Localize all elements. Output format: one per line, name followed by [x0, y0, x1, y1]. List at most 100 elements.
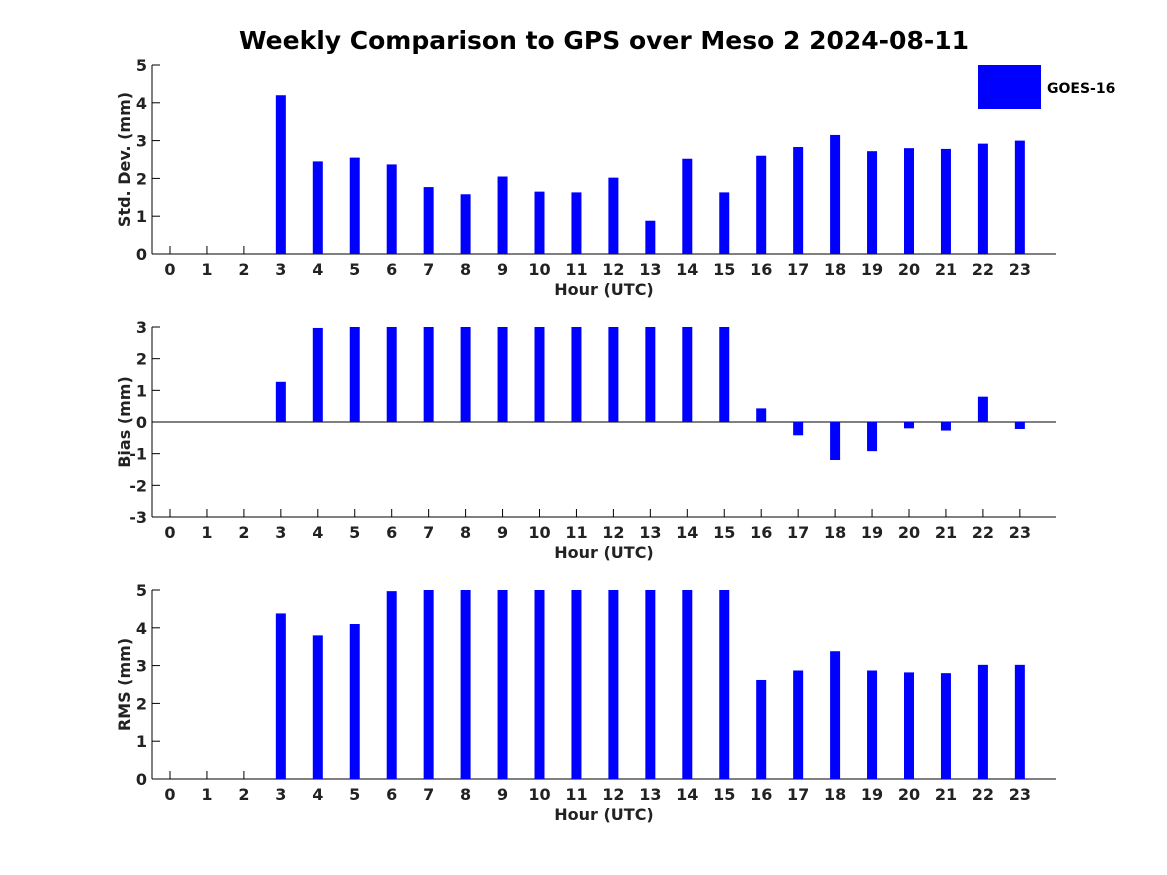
bar-hour-10 [534, 327, 545, 422]
x-tick-label: 10 [528, 260, 550, 279]
bar-hour-11 [571, 327, 582, 422]
x-tick-label: 5 [349, 785, 360, 804]
x-tick-label: 17 [787, 785, 809, 804]
bar-hour-14 [682, 327, 693, 422]
x-axis-label: Hour (UTC) [554, 805, 654, 824]
bar-hour-9 [497, 590, 508, 779]
y-tick-label: 0 [136, 413, 147, 432]
x-tick-label: 18 [824, 523, 846, 542]
x-tick-label: 12 [602, 260, 624, 279]
x-tick-label: 22 [972, 260, 994, 279]
bar-hour-20 [904, 148, 914, 254]
x-tick-label: 18 [824, 260, 846, 279]
bar-hour-17 [793, 422, 804, 436]
y-tick-label: 4 [136, 94, 147, 113]
bar-hour-10 [534, 590, 545, 779]
bar-hour-18 [830, 134, 841, 254]
x-tick-label: 2 [238, 260, 249, 279]
bar-hour-19 [867, 151, 878, 254]
y-tick-label: 5 [136, 581, 147, 600]
y-tick-label: 0 [136, 770, 147, 789]
x-tick-label: 1 [201, 260, 212, 279]
bar-hour-8 [460, 194, 471, 254]
x-axis-label: Hour (UTC) [554, 543, 654, 562]
x-tick-label: 19 [861, 260, 883, 279]
bar-hour-23 [1014, 140, 1025, 254]
bar-hour-7 [423, 327, 434, 422]
y-tick-label: 1 [136, 381, 147, 400]
x-tick-label: 23 [1009, 785, 1031, 804]
bar-hour-21 [940, 673, 951, 779]
x-tick-label: 6 [386, 785, 397, 804]
y-tick-label: -1 [129, 445, 147, 464]
x-tick-label: 4 [312, 523, 323, 542]
bar-hour-12 [608, 327, 619, 422]
x-tick-label: 8 [460, 785, 471, 804]
bar-hour-8 [460, 590, 471, 779]
bar-hour-17 [793, 147, 804, 254]
x-tick-label: 20 [898, 785, 920, 804]
x-tick-label: 8 [460, 523, 471, 542]
x-tick-label: 9 [497, 785, 508, 804]
x-tick-label: 2 [238, 523, 249, 542]
bar-hour-22 [977, 396, 988, 422]
y-tick-label: 3 [136, 132, 147, 151]
bar-hour-20 [904, 672, 914, 779]
bar-hour-17 [793, 670, 804, 779]
bar-hour-15 [719, 327, 730, 422]
bar-hour-15 [719, 192, 730, 254]
y-axis-label: Bias (mm) [115, 376, 134, 468]
x-tick-label: 10 [528, 785, 550, 804]
x-tick-label: 13 [639, 785, 661, 804]
x-tick-label: 4 [312, 260, 323, 279]
x-tick-label: 5 [349, 260, 360, 279]
x-tick-label: 11 [565, 260, 587, 279]
x-tick-label: 11 [565, 785, 587, 804]
x-tick-label: 15 [713, 523, 735, 542]
x-tick-label: 20 [898, 260, 920, 279]
bar-hour-13 [645, 327, 656, 422]
y-tick-label: 3 [136, 657, 147, 676]
bar-hour-13 [645, 590, 656, 779]
bar-hour-23 [1014, 422, 1025, 429]
x-tick-label: 3 [275, 523, 286, 542]
x-tick-label: 3 [275, 260, 286, 279]
bar-hour-9 [497, 176, 508, 254]
x-tick-label: 12 [602, 785, 624, 804]
legend: GOES-16 [978, 65, 1115, 109]
bar-hour-7 [423, 590, 434, 779]
x-tick-label: 7 [423, 785, 434, 804]
bar-hour-7 [423, 187, 434, 254]
y-axis-label: RMS (mm) [115, 638, 134, 731]
y-tick-label: 0 [136, 245, 147, 264]
y-tick-label: 2 [136, 169, 147, 188]
bar-hour-19 [867, 670, 878, 779]
bar-hour-4 [312, 635, 323, 779]
x-axis-label: Hour (UTC) [554, 280, 654, 299]
x-tick-label: 7 [423, 523, 434, 542]
x-tick-label: 21 [935, 260, 957, 279]
x-tick-label: 14 [676, 785, 698, 804]
bar-hour-12 [608, 590, 619, 779]
bar-hour-11 [571, 590, 582, 779]
bar-hour-14 [682, 158, 693, 254]
x-tick-label: 17 [787, 523, 809, 542]
x-tick-label: 0 [164, 260, 175, 279]
y-tick-label: 4 [136, 619, 147, 638]
bar-hour-11 [571, 192, 582, 254]
bar-hour-16 [756, 155, 767, 254]
x-tick-label: 17 [787, 260, 809, 279]
x-tick-label: 22 [972, 523, 994, 542]
bar-hour-23 [1014, 664, 1025, 779]
bar-hour-22 [977, 143, 988, 254]
bar-hour-18 [830, 422, 841, 460]
bar-hour-6 [386, 591, 397, 779]
bar-hour-16 [756, 408, 767, 422]
x-tick-label: 0 [164, 785, 175, 804]
bar-hour-3 [275, 381, 286, 422]
bar-hour-3 [275, 613, 286, 779]
x-tick-label: 15 [713, 260, 735, 279]
